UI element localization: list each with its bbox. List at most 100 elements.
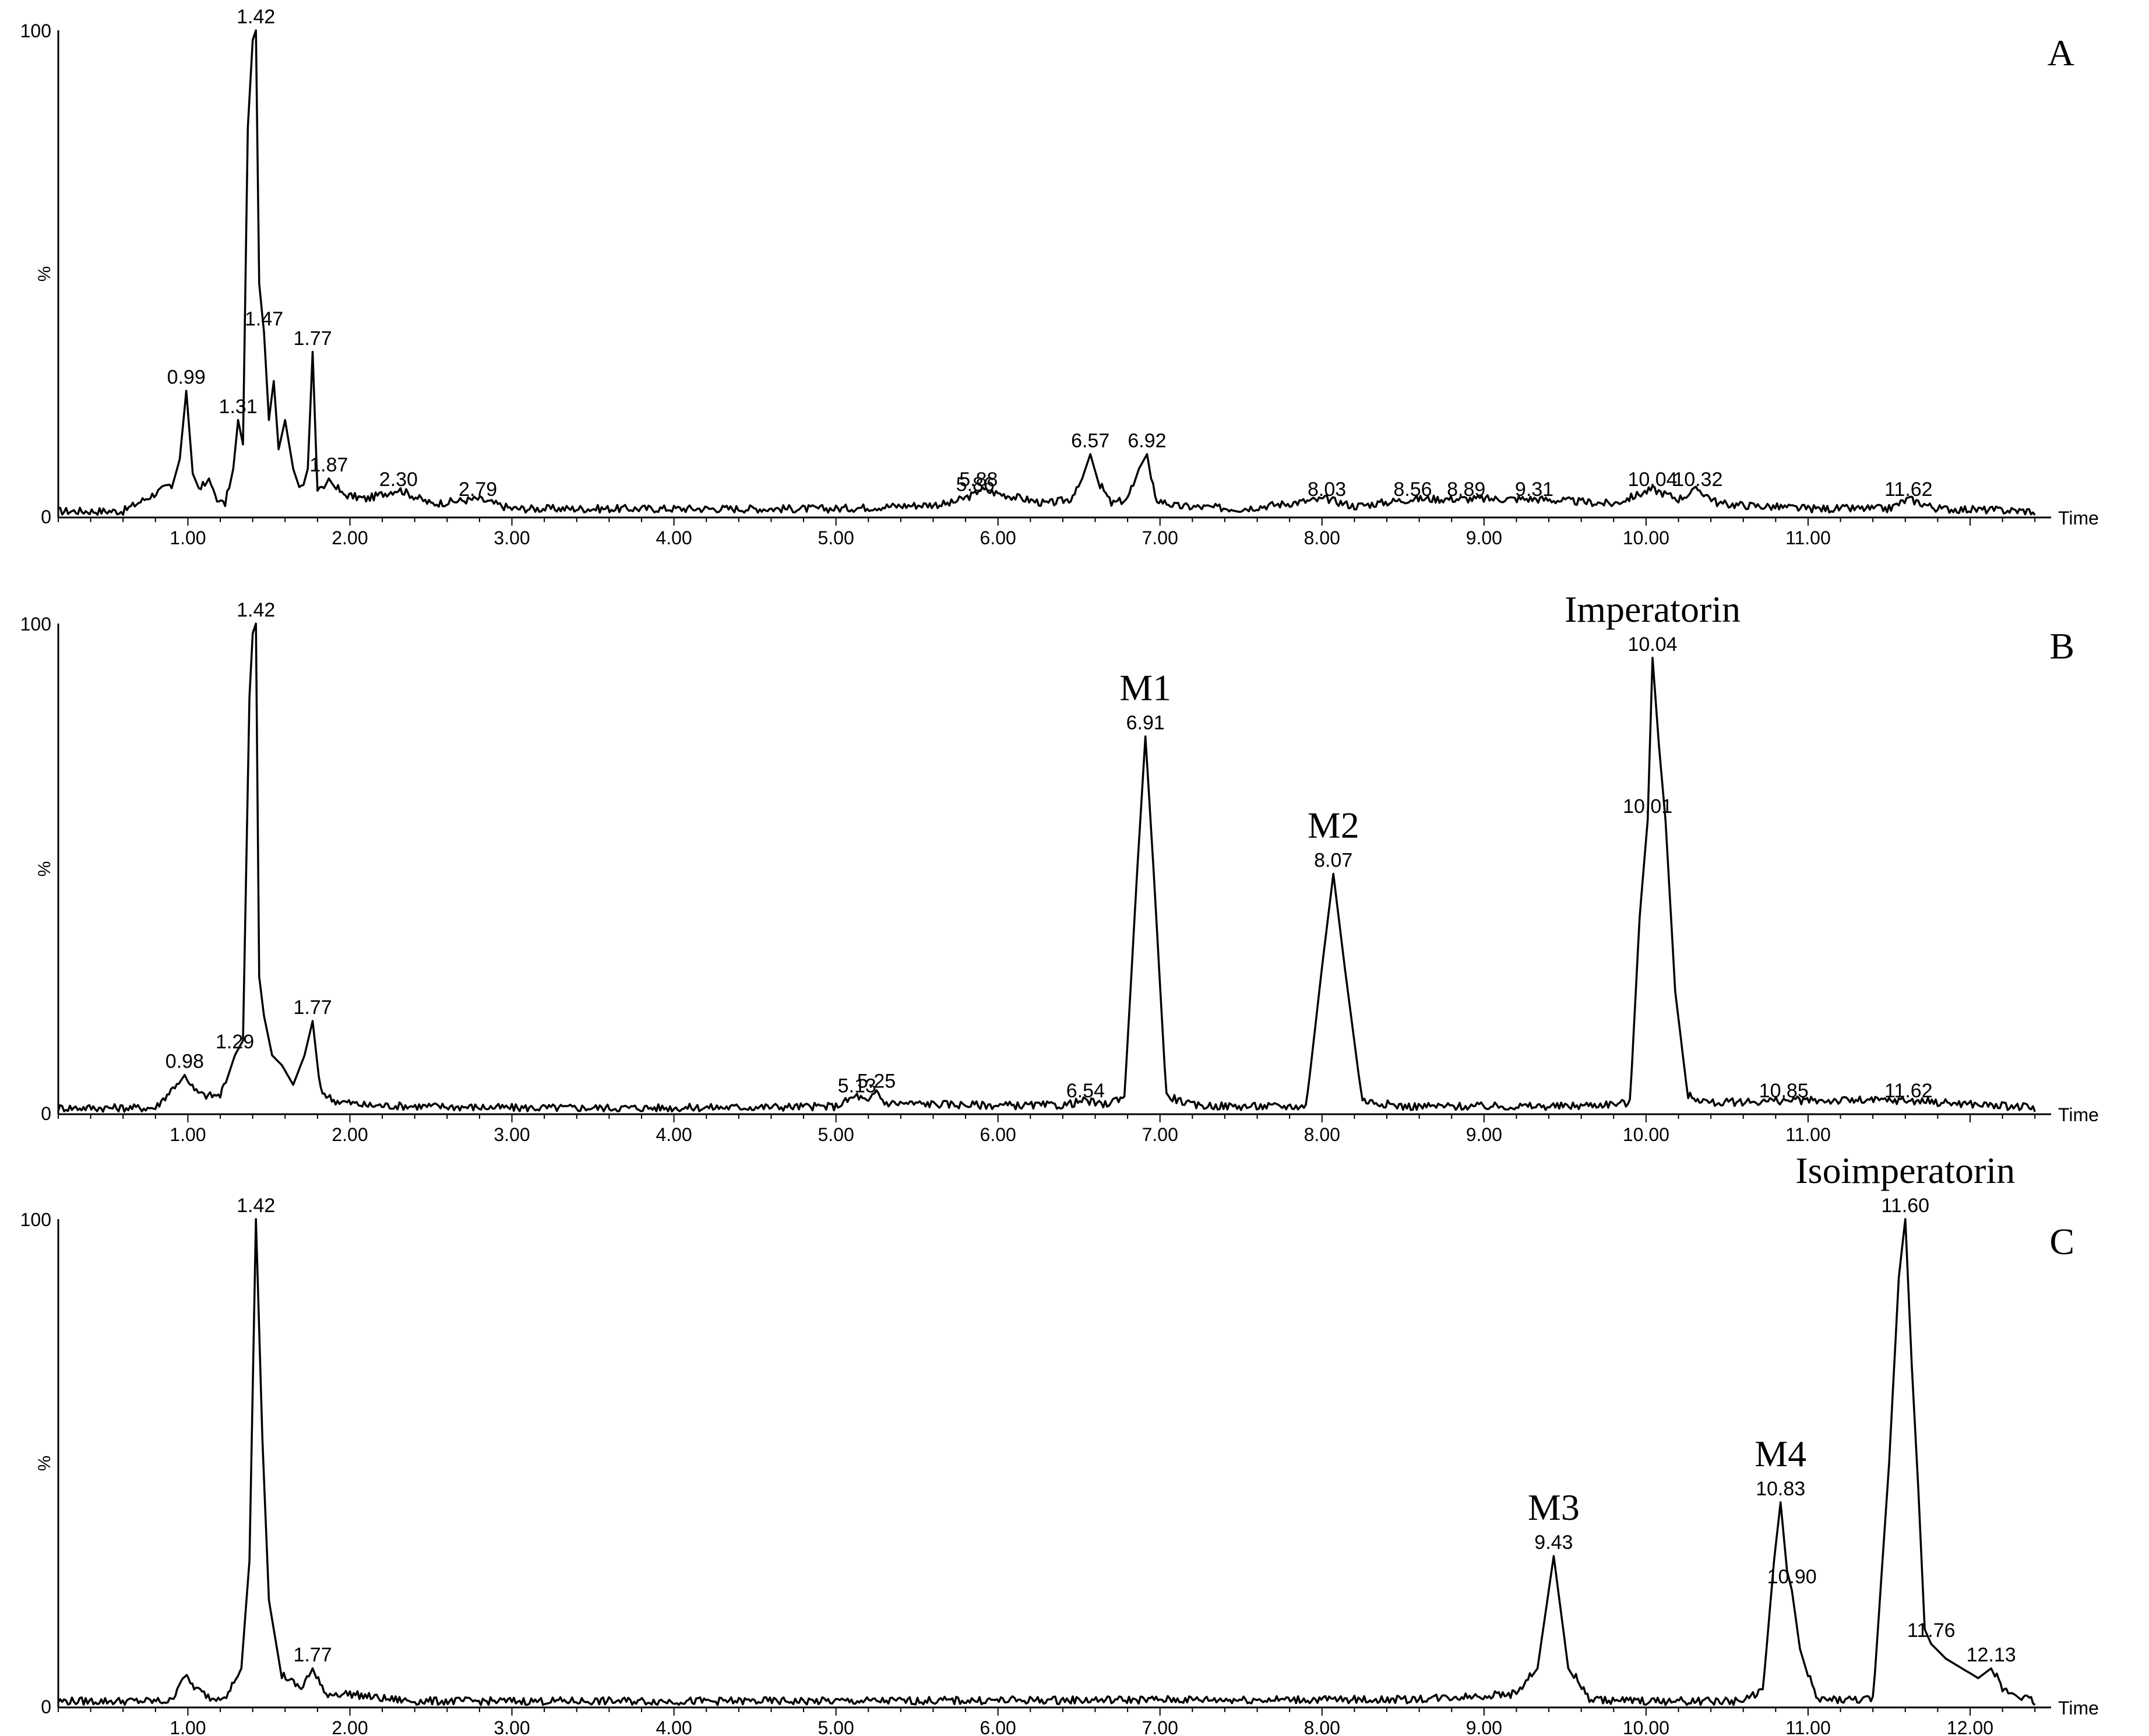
x-tick-label: 8.00 (1304, 1124, 1340, 1145)
peak-label: 10.90 (1767, 1566, 1817, 1588)
y-tick-label-100: 100 (20, 614, 51, 635)
peak-label: 8.89 (1447, 478, 1485, 501)
x-tick-label: 4.00 (656, 527, 692, 548)
peak-label: 1.42 (237, 1195, 275, 1217)
chromatogram-trace (58, 29, 2036, 516)
peak-label: 10.32 (1673, 469, 1722, 491)
peak-label: 10.83 (1756, 1478, 1805, 1500)
peak-label: 10.04 (1627, 633, 1677, 656)
peak-label: 11.76 (1907, 1619, 1956, 1642)
chromatogram-trace (57, 622, 2036, 1113)
x-tick-label: 8.00 (1304, 527, 1340, 548)
x-tick-label: 11.00 (1785, 527, 1831, 548)
peak-label: 1.77 (293, 328, 332, 350)
compound-label: M3 (1528, 1487, 1580, 1528)
compound-label: M1 (1119, 667, 1171, 709)
x-tick-label: 11.00 (1785, 1124, 1831, 1145)
peak-label: 1.77 (293, 996, 332, 1019)
y-tick-label-100: 100 (20, 20, 51, 41)
peak-label: 5.88 (959, 469, 998, 491)
peak-label: 12.13 (1967, 1644, 2016, 1666)
panel-letter: C (2049, 1221, 2074, 1262)
peak-label: 11.62 (1884, 478, 1933, 501)
x-tick-label: 10.00 (1623, 1124, 1669, 1145)
x-tick-label: 1.00 (170, 1124, 206, 1145)
peak-label: 10.01 (1623, 795, 1672, 818)
peak-label: 2.79 (459, 478, 497, 501)
x-tick-label: 1.00 (170, 527, 206, 548)
x-tick-label: 2.00 (332, 527, 368, 548)
x-tick-label: 4.00 (656, 1124, 692, 1145)
peak-label: 2.30 (379, 469, 418, 491)
x-tick-label: 2.00 (332, 1717, 368, 1736)
peak-label: 8.56 (1393, 478, 1432, 501)
peak-label: 0.99 (167, 367, 206, 389)
compound-label: Imperatorin (1565, 589, 1741, 630)
y-tick-label-100: 100 (20, 1209, 51, 1230)
peak-label: 1.87 (309, 454, 348, 476)
chromatogram-panel-a: 100% 0 1.00 2.00 3.00 4.00 5.00 6.00 7.00 8.00 9.0… (20, 6, 2099, 548)
x-tick-label: 8.00 (1304, 1717, 1340, 1736)
x-tick-label: 10.00 (1623, 527, 1669, 548)
y-tick-label-0: 0 (41, 1696, 51, 1717)
peak-label: 6.57 (1071, 429, 1109, 452)
compound-label: M4 (1755, 1433, 1806, 1474)
y-tick-label-0: 0 (41, 506, 51, 527)
x-tick-label: 7.00 (1142, 1717, 1178, 1736)
peak-label: 5.13 (838, 1075, 876, 1097)
peak-label: 5.86 (956, 474, 995, 496)
chromatogram-panel-c: 100% 0 1.00 2.00 3.00 4.00 5.00 6.00 7.00 8.00 9.0… (20, 1150, 2099, 1736)
x-tick-label: 9.00 (1466, 1124, 1502, 1145)
peak-label: 0.98 (165, 1051, 204, 1073)
panel-letter: B (2049, 625, 2074, 667)
x-axis-unit-label: Time (2058, 1104, 2099, 1125)
chromatogram-panel-b: 100% 0 1.00 2.00 3.00 4.00 5.00 6.00 7.00 8.00 9.0… (20, 589, 2099, 1145)
peak-label: 1.42 (237, 6, 275, 28)
chromatogram-trace (57, 1218, 2036, 1706)
x-tick-label: 4.00 (656, 1717, 692, 1736)
x-tick-label: 10.00 (1623, 1717, 1669, 1736)
peak-label: 10.85 (1759, 1080, 1809, 1102)
peak-label: 8.03 (1308, 478, 1346, 501)
peak-label: 1.77 (293, 1644, 332, 1666)
x-tick-label: 3.00 (494, 1717, 530, 1736)
peak-label: 6.91 (1126, 712, 1165, 734)
peak-label: 1.31 (219, 396, 258, 418)
compound-label: Isoimperatorin (1795, 1150, 2015, 1191)
x-tick-label: 6.00 (980, 1717, 1016, 1736)
peak-label: 11.62 (1884, 1080, 1933, 1102)
panel-letter: A (2048, 32, 2074, 73)
x-tick-label: 3.00 (494, 527, 530, 548)
x-axis-unit-label: Time (2058, 508, 2099, 529)
y-axis-unit-label: % (35, 861, 54, 877)
x-tick-label: 2.00 (332, 1124, 368, 1145)
x-tick-label: 9.00 (1466, 527, 1502, 548)
x-tick-label: 3.00 (494, 1124, 530, 1145)
x-tick-label: 7.00 (1142, 1124, 1178, 1145)
y-axis-unit-label: % (35, 266, 54, 282)
peak-label: 9.43 (1534, 1531, 1573, 1554)
x-tick-label: 5.00 (818, 1124, 854, 1145)
x-tick-label: 1.00 (170, 1717, 206, 1736)
x-tick-label: 12.00 (1947, 1717, 1993, 1736)
x-axis-unit-label: Time (2058, 1698, 2099, 1719)
peak-label: 1.29 (216, 1031, 254, 1053)
peak-label: 6.54 (1066, 1080, 1105, 1102)
peak-label: 5.25 (857, 1070, 896, 1092)
compound-label: M2 (1308, 804, 1359, 846)
peak-label: 10.04 (1627, 469, 1677, 491)
peak-label: 1.42 (237, 599, 275, 621)
x-tick-label: 5.00 (818, 527, 854, 548)
y-axis-unit-label: % (35, 1456, 54, 1471)
x-tick-label: 6.00 (980, 1124, 1016, 1145)
x-tick-label: 5.00 (818, 1717, 854, 1736)
peak-label: 8.07 (1314, 849, 1352, 871)
y-tick-label-0: 0 (41, 1103, 51, 1124)
x-tick-label: 9.00 (1466, 1717, 1502, 1736)
peak-label: 6.92 (1128, 429, 1166, 452)
x-tick-label: 7.00 (1142, 527, 1178, 548)
peak-label: 9.31 (1515, 478, 1553, 501)
x-tick-label: 6.00 (980, 527, 1016, 548)
peak-label: 1.47 (245, 308, 283, 330)
